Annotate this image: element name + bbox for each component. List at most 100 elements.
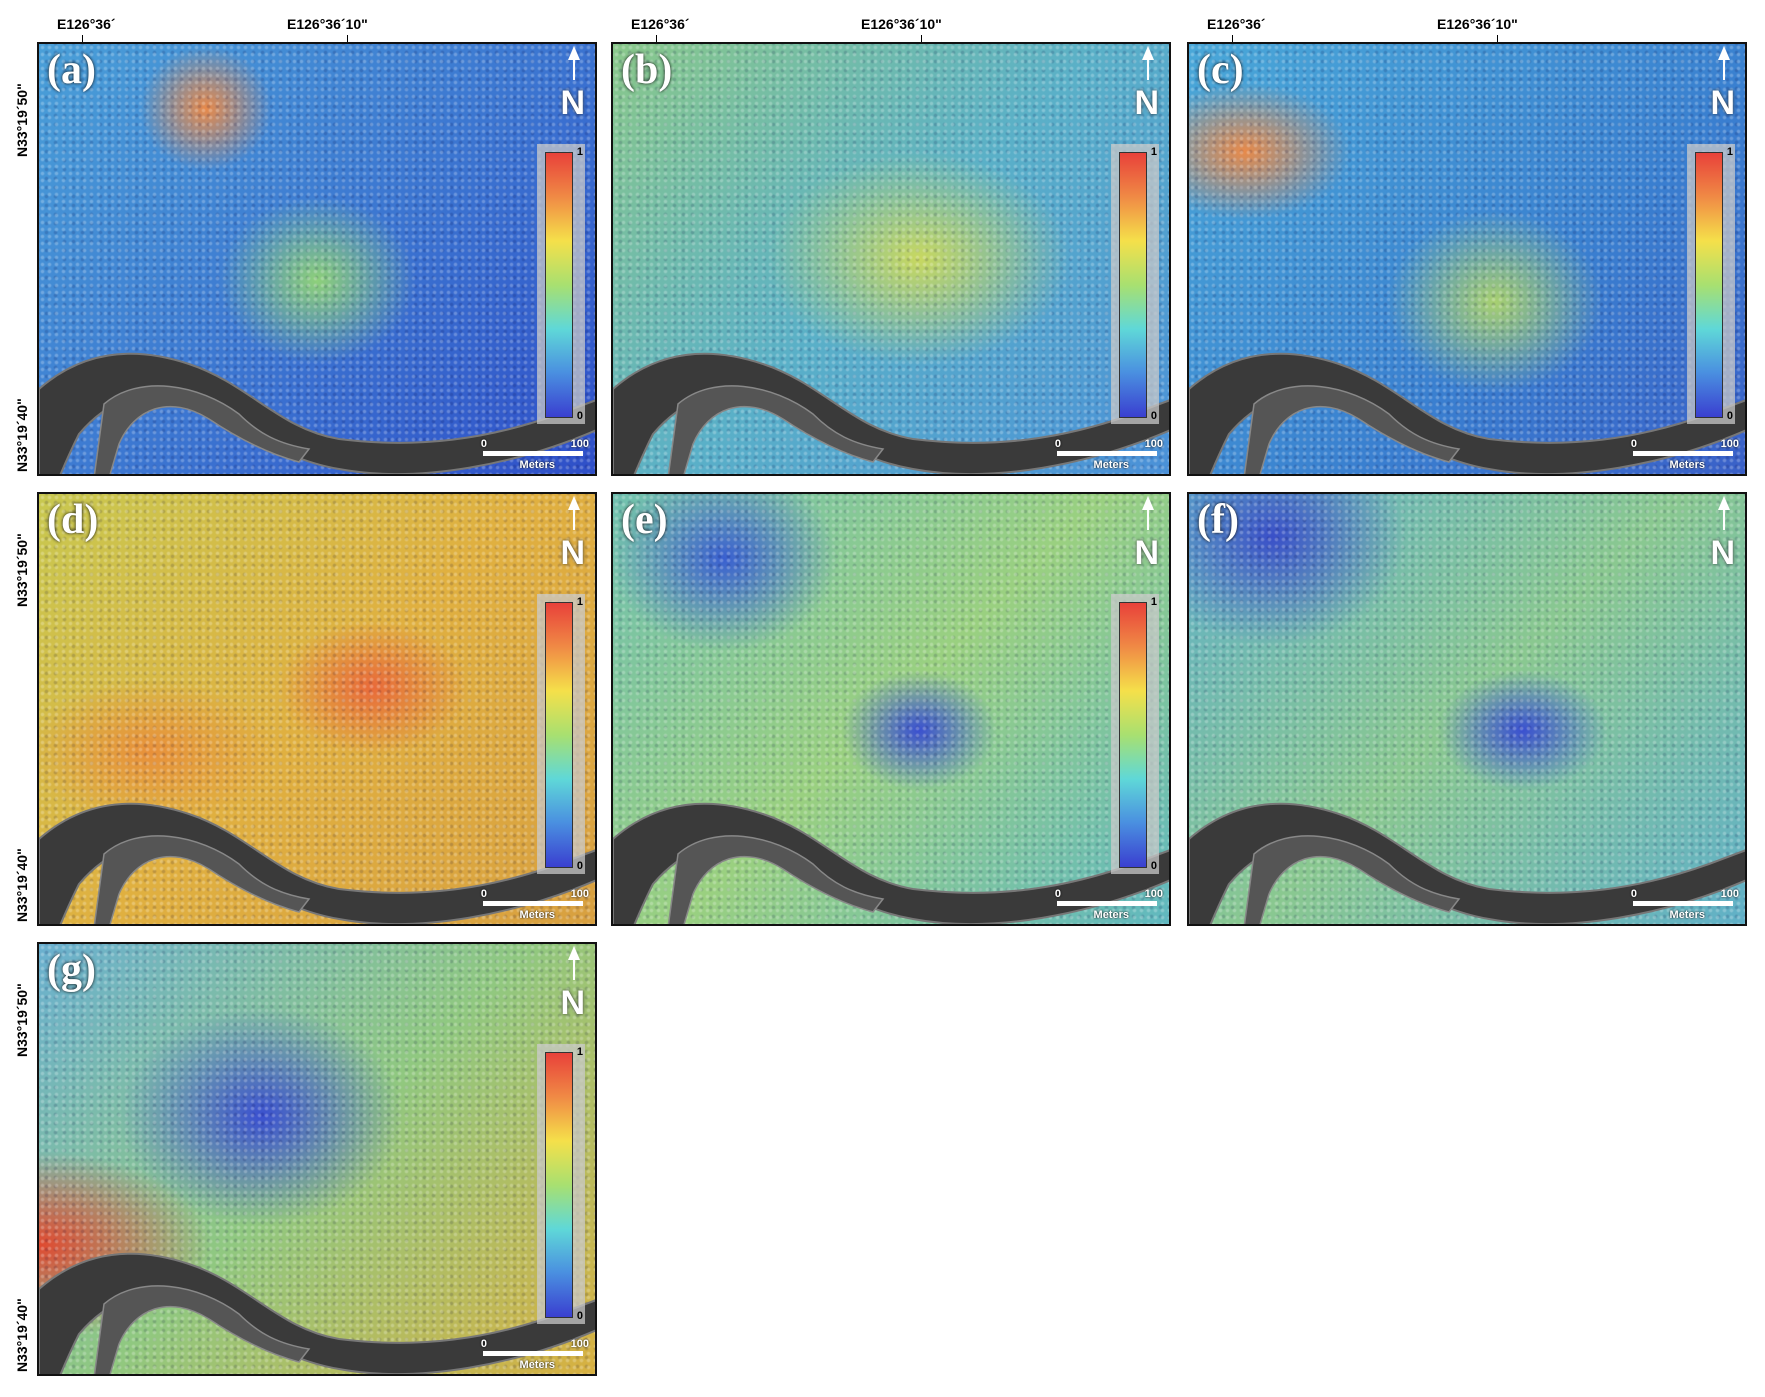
latitude-label: N33°19´50" [14, 83, 30, 157]
colorbar-gradient [545, 602, 573, 868]
colorbar-max: 1 [576, 1046, 583, 1058]
north-label: N [560, 84, 585, 122]
colorbar-min: 0 [576, 410, 583, 422]
road [1189, 352, 1745, 474]
latitude-label: N33°19´50" [14, 983, 30, 1057]
road [1189, 802, 1745, 924]
panel-label: (a) [47, 47, 96, 93]
scale-bar [483, 901, 583, 906]
scale-start: 0 [1054, 888, 1061, 900]
colorbar-min: 0 [1150, 860, 1157, 872]
panel-label: (e) [621, 497, 668, 543]
longitude-label: E126°36´ [57, 16, 116, 32]
colorbar-max: 1 [576, 146, 583, 158]
road [39, 802, 595, 924]
scale-bar [1633, 451, 1733, 456]
colorbar-max: 1 [1726, 146, 1733, 158]
longitude-label: E126°36´10" [287, 16, 368, 32]
coordinate-tick [921, 35, 922, 42]
scale-unit: Meters [519, 1359, 555, 1371]
latitude-label: N33°19´50" [14, 533, 30, 607]
scale-bar [483, 451, 583, 456]
colorbar-gradient [1119, 152, 1147, 418]
coordinate-tick [1497, 35, 1498, 42]
colorbar-max: 1 [1150, 596, 1157, 608]
latitude-label: N33°19´40" [14, 848, 30, 922]
road [39, 352, 595, 474]
north-arrow [568, 946, 580, 980]
scale-unit: Meters [1669, 909, 1705, 921]
coordinate-tick [1232, 35, 1233, 42]
scale-bar [1057, 451, 1157, 456]
north-arrow [568, 496, 580, 530]
scale-end: 100 [1720, 438, 1739, 450]
north-arrow [1718, 496, 1730, 530]
north-label: N [1710, 534, 1735, 572]
scale-bar [483, 1351, 583, 1356]
scale-end: 100 [570, 888, 589, 900]
scale-bar [1633, 901, 1733, 906]
colorbar-min: 0 [576, 860, 583, 872]
scale-end: 100 [1720, 888, 1739, 900]
longitude-label: E126°36´10" [1437, 16, 1518, 32]
scale-unit: Meters [1093, 459, 1129, 471]
map-panel: (f) N 0 100 Meters [1187, 492, 1747, 926]
colorbar-min: 0 [576, 1310, 583, 1322]
panel-label: (c) [1197, 47, 1244, 93]
longitude-label: E126°36´ [1207, 16, 1266, 32]
panel-label: (d) [47, 497, 99, 543]
scale-end: 100 [1144, 438, 1163, 450]
panel-label: (f) [1197, 497, 1239, 543]
scale-end: 100 [570, 438, 589, 450]
road [613, 802, 1169, 924]
north-arrow [1142, 496, 1154, 530]
scale-start: 0 [1054, 438, 1061, 450]
latitude-label: N33°19´40" [14, 1298, 30, 1372]
longitude-label: E126°36´10" [861, 16, 942, 32]
north-label: N [560, 534, 585, 572]
map-panel: (a) N 1 0 0 100 Meters [37, 42, 597, 476]
coordinate-tick [82, 35, 83, 42]
colorbar-gradient [1695, 152, 1723, 418]
scale-unit: Meters [1093, 909, 1129, 921]
north-label: N [1710, 84, 1735, 122]
scale-start: 0 [480, 438, 487, 450]
panel-label: (b) [621, 47, 673, 93]
map-panel: (e) N 1 0 0 100 Meters [611, 492, 1171, 926]
north-label: N [1134, 534, 1159, 572]
north-label: N [560, 984, 585, 1022]
scale-bar [1057, 901, 1157, 906]
scale-start: 0 [480, 1338, 487, 1350]
panel-label: (g) [47, 947, 96, 993]
colorbar-max: 1 [576, 596, 583, 608]
north-arrow [1718, 46, 1730, 80]
colorbar-gradient [545, 1052, 573, 1318]
coordinate-tick [656, 35, 657, 42]
colorbar-min: 0 [1726, 410, 1733, 422]
map-panel: (c) N 1 0 0 100 Meters [1187, 42, 1747, 476]
map-panel: (d) N 1 0 0 100 Meters [37, 492, 597, 926]
scale-end: 100 [570, 1338, 589, 1350]
north-arrow [568, 46, 580, 80]
colorbar-gradient [1119, 602, 1147, 868]
scale-unit: Meters [519, 459, 555, 471]
north-arrow [1142, 46, 1154, 80]
colorbar-max: 1 [1150, 146, 1157, 158]
north-label: N [1134, 84, 1159, 122]
latitude-label: N33°19´40" [14, 398, 30, 472]
scale-unit: Meters [519, 909, 555, 921]
map-panel: (g) N 1 0 0 100 Meters [37, 942, 597, 1376]
colorbar-min: 0 [1150, 410, 1157, 422]
road [39, 1252, 595, 1374]
longitude-label: E126°36´ [631, 16, 690, 32]
coordinate-tick [347, 35, 348, 42]
scale-start: 0 [1630, 438, 1637, 450]
colorbar-gradient [545, 152, 573, 418]
